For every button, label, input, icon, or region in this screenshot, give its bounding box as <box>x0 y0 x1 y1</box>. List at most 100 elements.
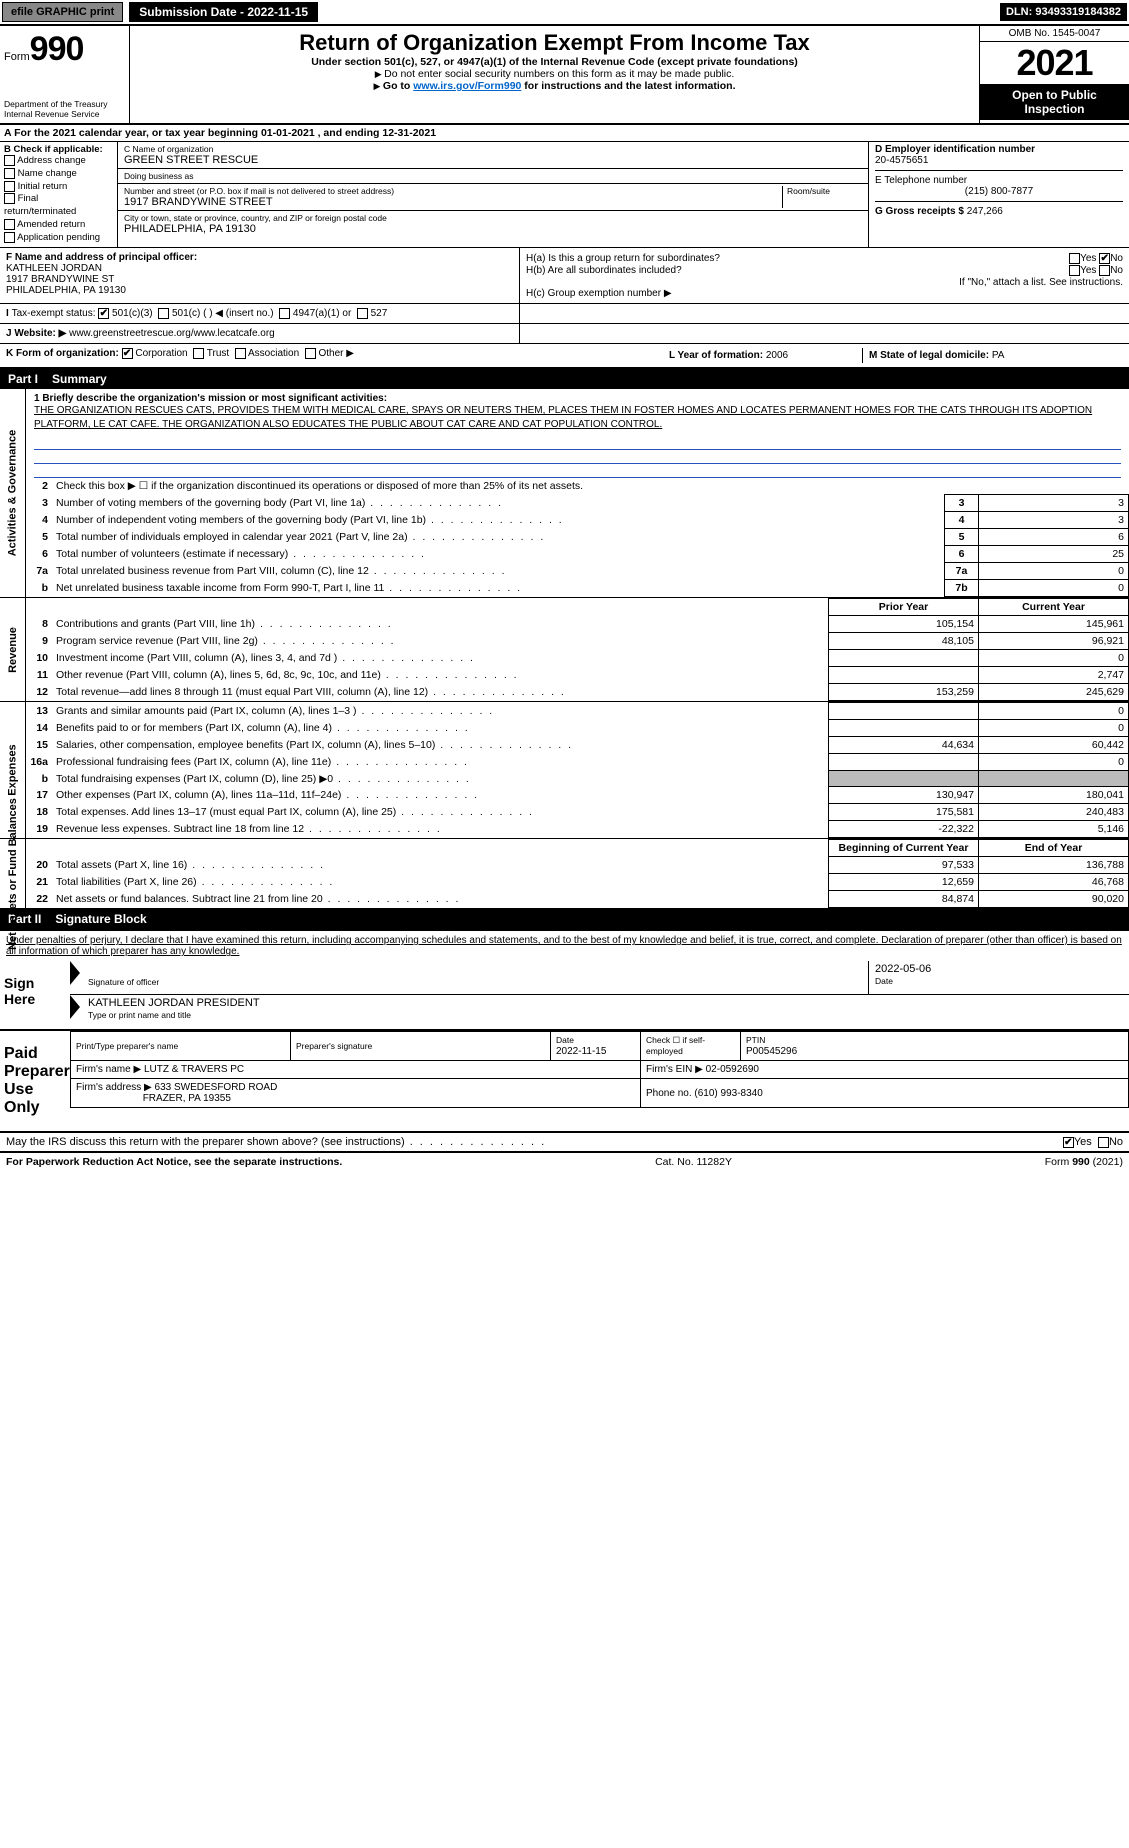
chk-initial: Initial return <box>4 181 113 194</box>
paperwork-notice: For Paperwork Reduction Act Notice, see … <box>6 1156 342 1168</box>
sign-here-block: Sign Here Signature of officer 2022-05-0… <box>0 961 1129 1031</box>
triangle-icon <box>70 961 80 985</box>
goto-post: for instructions and the latest informat… <box>521 80 735 92</box>
end-year-hdr: End of Year <box>979 840 1129 857</box>
year-formation: 2006 <box>766 350 788 361</box>
table-row: 7aTotal unrelated business revenue from … <box>26 563 1129 580</box>
cat-no: Cat. No. 11282Y <box>655 1156 732 1168</box>
part2-header: Part II Signature Block <box>0 909 1129 929</box>
irs-link[interactable]: www.irs.gov/Form990 <box>413 80 521 92</box>
firm-addr1: 633 SWEDESFORD ROAD <box>155 1082 278 1093</box>
col-h-group: H(a) Is this a group return for subordin… <box>520 248 1129 303</box>
officer-label: F Name and address of principal officer: <box>6 252 197 263</box>
org-name: GREEN STREET RESCUE <box>124 154 862 166</box>
submission-date-button[interactable]: Submission Date - 2022-11-15 <box>129 2 318 22</box>
table-row: 2Check this box ▶ ☐ if the organization … <box>26 478 1129 495</box>
omb-number: OMB No. 1545-0047 <box>980 26 1129 42</box>
table-row: 4Number of independent voting members of… <box>26 512 1129 529</box>
ein-label: D Employer identification number <box>875 144 1035 155</box>
chk-amended: Amended return <box>4 219 113 232</box>
form-number-block: Form 990 Department of the Treasury Inte… <box>0 26 130 123</box>
begin-year-hdr: Beginning of Current Year <box>829 840 979 857</box>
table-row: 9Program service revenue (Part VIII, lin… <box>26 633 1129 650</box>
tax-exempt-status: I Tax-exempt status: ✔ 501(c)(3) 501(c) … <box>0 304 520 323</box>
table-row: 16aProfessional fundraising fees (Part I… <box>26 754 1129 771</box>
website-cell: J Website: ▶ www.greenstreetrescue.org/w… <box>0 324 520 343</box>
table-row: 3Number of voting members of the governi… <box>26 495 1129 512</box>
table-row: bNet unrelated business taxable income f… <box>26 580 1129 597</box>
table-row: 14Benefits paid to or for members (Part … <box>26 720 1129 737</box>
section-revenue: Revenue Prior Year Current Year 8Contrib… <box>0 598 1129 702</box>
mission-block: 1 Briefly describe the organization's mi… <box>26 389 1129 436</box>
part1-header: Part I Summary <box>0 369 1129 389</box>
table-row: 21Total liabilities (Part X, line 26)12,… <box>26 874 1129 891</box>
tel: (215) 800-7877 <box>875 186 1123 197</box>
officer-street: 1917 BRANDYWINE ST <box>6 274 114 285</box>
paid-preparer-block: Paid Preparer Use Only Print/Type prepar… <box>0 1031 1129 1133</box>
col-f-officer: F Name and address of principal officer:… <box>0 248 520 303</box>
mission-text: THE ORGANIZATION RESCUES CATS, PROVIDES … <box>34 405 1092 430</box>
table-row: 11Other revenue (Part VIII, column (A), … <box>26 667 1129 684</box>
col-d-ein: D Employer identification number 20-4575… <box>869 142 1129 247</box>
side-revenue: Revenue <box>0 598 26 701</box>
section-netassets: Net Assets or Fund Balances Beginning of… <box>0 839 1129 909</box>
period-text: For the 2021 calendar year, or tax year … <box>14 127 436 139</box>
header-right: OMB No. 1545-0047 2021 Open to Public In… <box>979 26 1129 123</box>
governance-table: 2Check this box ▶ ☐ if the organization … <box>26 478 1129 597</box>
table-row: 8Contributions and grants (Part VIII, li… <box>26 616 1129 633</box>
prep-date: 2022-11-15 <box>556 1046 606 1057</box>
triangle-icon <box>70 995 80 1019</box>
revenue-table: Prior Year Current Year 8Contributions a… <box>26 598 1129 701</box>
room-label: Room/suite <box>787 186 862 196</box>
table-row: 13Grants and similar amounts paid (Part … <box>26 703 1129 720</box>
form-subtitle: Under section 501(c), 527, or 4947(a)(1)… <box>136 56 973 68</box>
chk-final: Final return/terminated <box>4 193 113 219</box>
open-inspection: Open to Public Inspection <box>980 84 1129 120</box>
side-governance: Activities & Governance <box>0 389 26 597</box>
row-j-empty <box>520 304 1129 323</box>
city: PHILADELPHIA, PA 19130 <box>124 223 862 235</box>
dept-treasury: Department of the Treasury <box>4 99 125 109</box>
officer-name: KATHLEEN JORDAN <box>6 263 102 274</box>
table-row: 15Salaries, other compensation, employee… <box>26 737 1129 754</box>
col-c-org: C Name of organization GREEN STREET RESC… <box>118 142 869 247</box>
chk-name: Name change <box>4 168 113 181</box>
hb-label: H(b) Are all subordinates included? <box>526 265 682 276</box>
row-ij: I Tax-exempt status: ✔ 501(c)(3) 501(c) … <box>0 304 1129 324</box>
col-b-title: B Check if applicable: <box>4 144 103 155</box>
sig-officer-label: Signature of officer <box>88 977 862 987</box>
form-label: Form <box>4 51 30 63</box>
ha-label: H(a) Is this a group return for subordin… <box>526 253 720 264</box>
col-b-checkboxes: B Check if applicable: Address change Na… <box>0 142 118 247</box>
chk-pending: Application pending <box>4 232 113 245</box>
chk-address: Address change <box>4 155 113 168</box>
firm-addr2: FRAZER, PA 19355 <box>143 1093 231 1104</box>
form-header: Form 990 Department of the Treasury Inte… <box>0 26 1129 125</box>
sign-here-label: Sign Here <box>0 961 70 1029</box>
table-row: 6Total number of volunteers (estimate if… <box>26 546 1129 563</box>
domicile: PA <box>992 350 1005 361</box>
prior-year-hdr: Prior Year <box>829 599 979 616</box>
discuss-question: May the IRS discuss this return with the… <box>6 1136 1063 1148</box>
page-footer: For Paperwork Reduction Act Notice, see … <box>0 1152 1129 1171</box>
city-label: City or town, state or province, country… <box>124 213 862 223</box>
tel-label: E Telephone number <box>875 175 967 186</box>
netassets-table: Beginning of Current Year End of Year 20… <box>26 839 1129 908</box>
form-org-label: K Form of organization: <box>6 348 119 359</box>
website: www.greenstreetrescue.org/www.lecatcafe.… <box>69 328 275 339</box>
block-bcd: B Check if applicable: Address change Na… <box>0 142 1129 248</box>
table-row: bTotal fundraising expenses (Part IX, co… <box>26 771 1129 787</box>
firm-name: LUTZ & TRAVERS PC <box>144 1064 244 1075</box>
side-netassets: Net Assets or Fund Balances <box>0 839 26 908</box>
goto-pre: Go to <box>383 80 413 92</box>
gross: 247,266 <box>967 206 1003 217</box>
form-footer: Form 990 (2021) <box>1045 1156 1123 1168</box>
irs: Internal Revenue Service <box>4 109 125 119</box>
ptin: P00545296 <box>746 1046 797 1057</box>
dba-label: Doing business as <box>124 171 862 181</box>
table-row: 17Other expenses (Part IX, column (A), l… <box>26 787 1129 804</box>
table-row: 10Investment income (Part VIII, column (… <box>26 650 1129 667</box>
dln-badge: DLN: 93493319184382 <box>1000 3 1127 21</box>
street: 1917 BRANDYWINE STREET <box>124 196 782 208</box>
table-row: 5Total number of individuals employed in… <box>26 529 1129 546</box>
